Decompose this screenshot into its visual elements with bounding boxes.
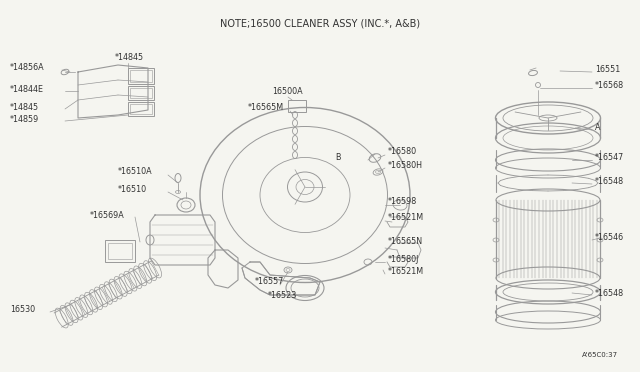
Text: *16580J: *16580J [388, 256, 419, 264]
Bar [128, 102, 154, 116]
Text: *16521M: *16521M [388, 214, 424, 222]
Text: *16548: *16548 [595, 289, 624, 298]
Bar [130, 88, 152, 98]
Text: NOTE;16500 CLEANER ASSY (INC.*, A&B): NOTE;16500 CLEANER ASSY (INC.*, A&B) [220, 18, 420, 28]
Text: *14859: *14859 [10, 115, 39, 125]
Bar [128, 68, 154, 84]
Text: *16546: *16546 [595, 234, 624, 243]
Text: *16565M: *16565M [248, 103, 284, 112]
Text: B: B [335, 154, 340, 163]
Text: A: A [595, 124, 600, 132]
Text: *14845: *14845 [10, 103, 39, 112]
Bar [130, 104, 152, 114]
Text: *16565N: *16565N [388, 237, 423, 247]
Text: *16547: *16547 [595, 154, 624, 163]
Text: 16551: 16551 [595, 65, 620, 74]
Text: *14856A: *14856A [10, 64, 45, 73]
Text: *16568: *16568 [595, 80, 624, 90]
Bar [128, 86, 154, 100]
Text: *16521M: *16521M [388, 267, 424, 276]
Text: *16523: *16523 [268, 292, 297, 301]
Text: 16500A: 16500A [272, 87, 303, 96]
Bar [105, 240, 135, 262]
Text: 16530: 16530 [10, 305, 35, 314]
Text: *14844E: *14844E [10, 86, 44, 94]
Bar [130, 70, 152, 82]
Text: A'65C0:37: A'65C0:37 [582, 352, 618, 358]
Bar [288, 100, 306, 112]
Text: *16510A: *16510A [118, 167, 152, 176]
Text: *16510: *16510 [118, 186, 147, 195]
Bar [108, 243, 132, 259]
Text: *16548: *16548 [595, 177, 624, 186]
Text: *16580H: *16580H [388, 160, 423, 170]
Text: *14845: *14845 [115, 52, 144, 61]
Text: *16569A: *16569A [90, 211, 125, 219]
Text: *16557: *16557 [255, 278, 284, 286]
Text: *16598: *16598 [388, 198, 417, 206]
Text: *16580: *16580 [388, 148, 417, 157]
